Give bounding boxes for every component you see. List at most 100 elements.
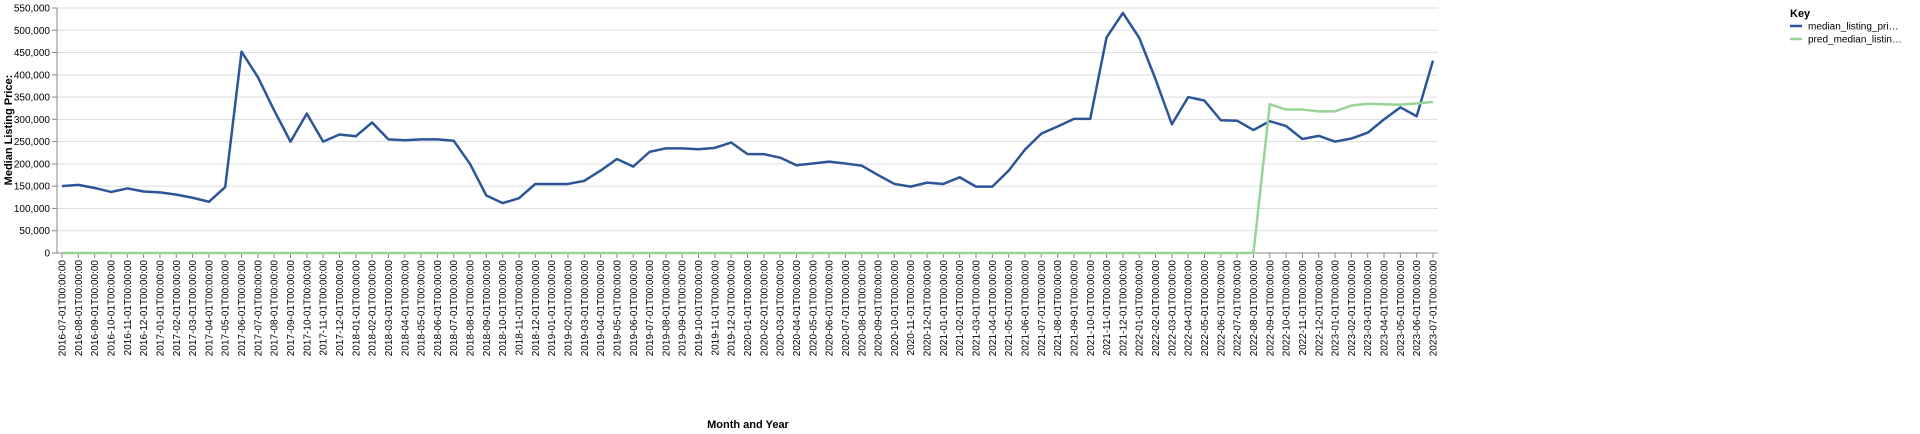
- y-tick-label: 550,000: [14, 4, 51, 15]
- x-tick-label: 2021-05-01T00:00:00: [1004, 260, 1015, 357]
- x-tick-label: 2021-06-01T00:00:00: [1020, 260, 1031, 357]
- x-tick-label: 2022-04-01T00:00:00: [1184, 260, 1195, 357]
- x-tick-label: 2021-02-01T00:00:00: [955, 260, 966, 357]
- x-tick-label: 2019-05-01T00:00:00: [612, 260, 623, 357]
- x-tick-label: 2018-06-01T00:00:00: [433, 260, 444, 357]
- x-tick-label: 2017-12-01T00:00:00: [335, 260, 346, 357]
- x-tick-label: 2019-02-01T00:00:00: [563, 260, 574, 357]
- x-tick-label: 2020-03-01T00:00:00: [776, 260, 787, 357]
- x-tick-label: 2016-11-01T00:00:00: [123, 260, 134, 356]
- x-tick-label: 2023-06-01T00:00:00: [1412, 260, 1423, 357]
- x-tick-label: 2019-11-01T00:00:00: [710, 260, 721, 356]
- x-tick-label: 2018-08-01T00:00:00: [466, 260, 477, 357]
- x-tick-label: 2017-05-01T00:00:00: [221, 260, 232, 357]
- x-tick-label: 2020-01-01T00:00:00: [743, 260, 754, 357]
- x-tick-label: 2022-05-01T00:00:00: [1200, 260, 1211, 357]
- x-tick-label: 2022-11-01T00:00:00: [1298, 260, 1309, 356]
- x-tick-label: 2018-04-01T00:00:00: [400, 260, 411, 357]
- x-tick-label: 2022-03-01T00:00:00: [1167, 260, 1178, 357]
- x-tick-label: 2018-05-01T00:00:00: [417, 260, 428, 357]
- x-tick-label: 2021-10-01T00:00:00: [1086, 260, 1097, 357]
- x-tick-label: 2021-07-01T00:00:00: [1037, 260, 1048, 357]
- y-tick-label: 100,000: [14, 204, 51, 215]
- x-tick-label: 2018-07-01T00:00:00: [449, 260, 460, 357]
- x-tick-label: 2018-02-01T00:00:00: [368, 260, 379, 357]
- x-tick-label: 2023-04-01T00:00:00: [1380, 260, 1391, 357]
- x-tick-label: 2017-09-01T00:00:00: [286, 260, 297, 357]
- x-tick-label: 2021-04-01T00:00:00: [988, 260, 999, 357]
- x-tick-label: 2023-05-01T00:00:00: [1396, 260, 1407, 357]
- y-tick-label: 350,000: [14, 93, 51, 104]
- y-tick-label: 250,000: [14, 137, 51, 148]
- x-tick-label: 2022-06-01T00:00:00: [1216, 260, 1227, 357]
- x-tick-label: 2021-01-01T00:00:00: [939, 260, 950, 357]
- series-line: [61, 11, 1435, 205]
- x-tick-label: 2017-11-01T00:00:00: [319, 260, 330, 356]
- x-tick-label: 2017-10-01T00:00:00: [302, 260, 313, 357]
- x-axis-title: Month and Year: [707, 419, 789, 431]
- series-line: [62, 100, 1434, 255]
- legend-label: median_listing_pri…: [1808, 22, 1899, 33]
- x-tick-label: 2019-12-01T00:00:00: [727, 260, 738, 357]
- x-tick-label: 2017-03-01T00:00:00: [188, 260, 199, 357]
- x-tick-label: 2017-08-01T00:00:00: [270, 260, 281, 357]
- x-tick-label: 2019-01-01T00:00:00: [547, 260, 558, 357]
- y-tick-label: 0: [44, 249, 50, 260]
- y-axis-title: Median Listing Price:: [3, 75, 15, 186]
- x-tick-label: 2019-09-01T00:00:00: [678, 260, 689, 357]
- x-tick-label: 2022-12-01T00:00:00: [1314, 260, 1325, 357]
- x-tick-label: 2017-07-01T00:00:00: [253, 260, 264, 357]
- y-tick-label: 300,000: [14, 115, 51, 126]
- x-tick-label: 2019-07-01T00:00:00: [645, 260, 656, 357]
- x-tick-label: 2021-08-01T00:00:00: [1053, 260, 1064, 357]
- x-tick-label: 2017-01-01T00:00:00: [155, 260, 166, 357]
- x-tick-label: 2022-07-01T00:00:00: [1233, 260, 1244, 357]
- x-tick-label: 2020-12-01T00:00:00: [923, 260, 934, 357]
- x-tick-label: 2021-12-01T00:00:00: [1118, 260, 1129, 357]
- x-tick-label: 2017-04-01T00:00:00: [204, 260, 215, 357]
- x-tick-label: 2016-12-01T00:00:00: [139, 260, 150, 357]
- y-tick-label: 50,000: [19, 226, 50, 237]
- x-tick-label: 2022-01-01T00:00:00: [1135, 260, 1146, 357]
- x-tick-label: 2020-11-01T00:00:00: [906, 260, 917, 356]
- x-tick-label: 2020-10-01T00:00:00: [890, 260, 901, 357]
- x-tick-label: 2018-10-01T00:00:00: [498, 260, 509, 357]
- x-tick-label: 2022-10-01T00:00:00: [1282, 260, 1293, 357]
- x-tick-label: 2023-02-01T00:00:00: [1347, 260, 1358, 357]
- y-tick-label: 200,000: [14, 159, 51, 170]
- y-tick-label: 500,000: [14, 26, 51, 37]
- x-tick-label: 2020-02-01T00:00:00: [759, 260, 770, 357]
- x-tick-label: 2021-09-01T00:00:00: [1069, 260, 1080, 357]
- x-tick-label: 2019-08-01T00:00:00: [661, 260, 672, 357]
- legend-title: Key: [1790, 8, 1811, 20]
- x-tick-label: 2023-03-01T00:00:00: [1363, 260, 1374, 357]
- x-tick-label: 2020-04-01T00:00:00: [792, 260, 803, 357]
- y-tick-label: 150,000: [14, 182, 51, 193]
- x-tick-label: 2018-09-01T00:00:00: [482, 260, 493, 357]
- x-tick-label: 2016-09-01T00:00:00: [90, 260, 101, 357]
- x-tick-label: 2022-09-01T00:00:00: [1265, 260, 1276, 357]
- legend-label: pred_median_listin…: [1808, 35, 1902, 46]
- x-tick-label: 2020-08-01T00:00:00: [857, 260, 868, 357]
- x-tick-label: 2016-10-01T00:00:00: [106, 260, 117, 357]
- x-tick-label: 2018-11-01T00:00:00: [515, 260, 526, 356]
- x-tick-label: 2019-03-01T00:00:00: [580, 260, 591, 357]
- x-tick-label: 2018-01-01T00:00:00: [351, 260, 362, 357]
- x-tick-label: 2019-06-01T00:00:00: [629, 260, 640, 357]
- x-tick-label: 2021-11-01T00:00:00: [1102, 260, 1113, 356]
- x-tick-label: 2018-12-01T00:00:00: [531, 260, 542, 357]
- x-tick-label: 2023-01-01T00:00:00: [1331, 260, 1342, 357]
- x-tick-label: 2016-08-01T00:00:00: [74, 260, 85, 357]
- x-tick-label: 2019-10-01T00:00:00: [694, 260, 705, 357]
- x-tick-label: 2021-03-01T00:00:00: [972, 260, 983, 357]
- x-tick-label: 2019-04-01T00:00:00: [596, 260, 607, 357]
- y-tick-label: 450,000: [14, 48, 51, 59]
- x-tick-label: 2017-06-01T00:00:00: [237, 260, 248, 357]
- x-tick-label: 2022-02-01T00:00:00: [1151, 260, 1162, 357]
- x-tick-label: 2016-07-01T00:00:00: [58, 260, 69, 357]
- x-tick-label: 2020-05-01T00:00:00: [808, 260, 819, 357]
- x-tick-label: 2022-08-01T00:00:00: [1249, 260, 1260, 357]
- x-tick-label: 2020-07-01T00:00:00: [841, 260, 852, 357]
